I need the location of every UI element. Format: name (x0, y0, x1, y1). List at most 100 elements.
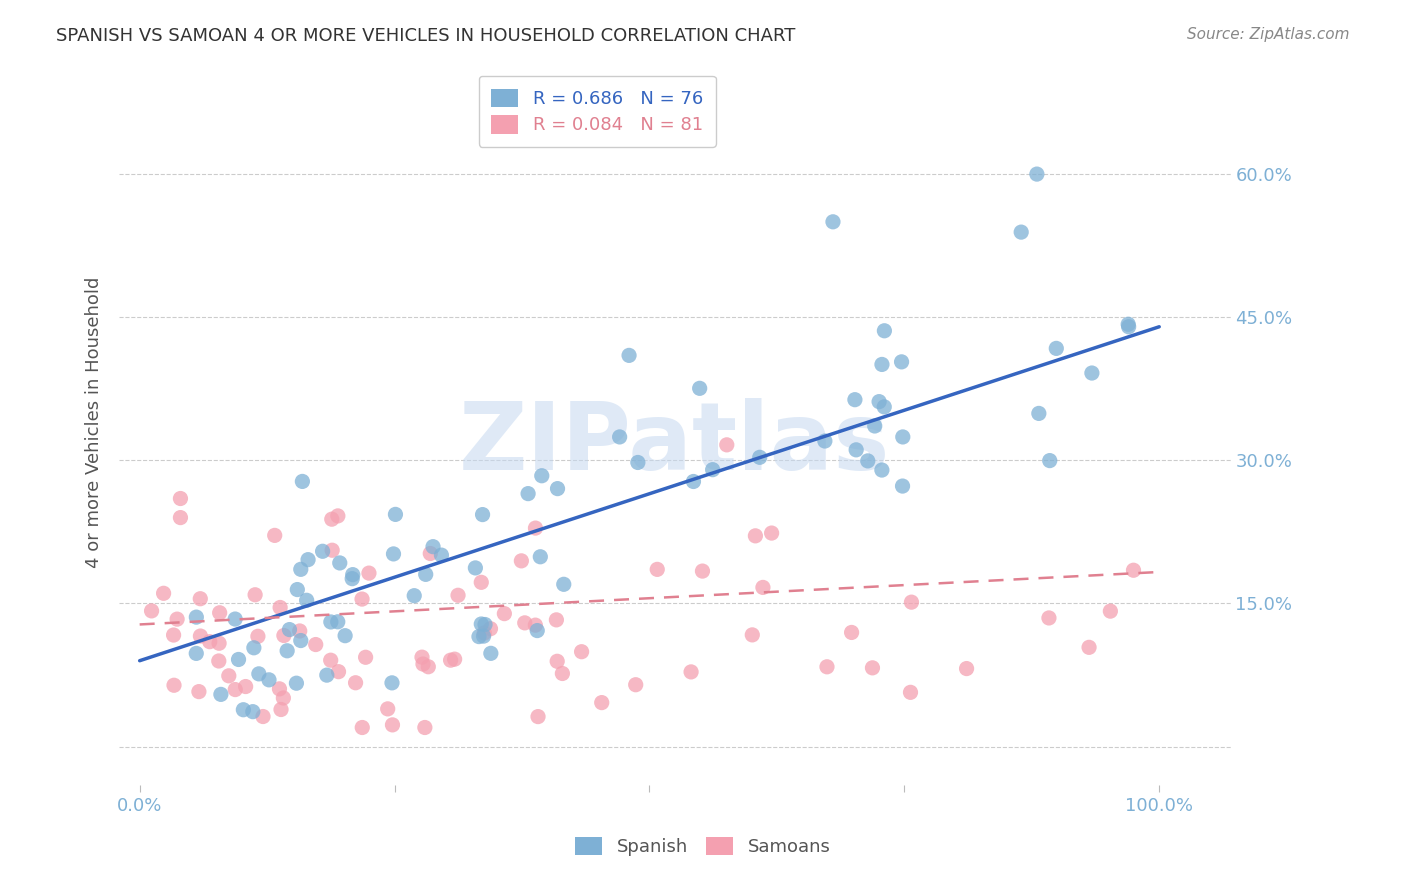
Legend: R = 0.686   N = 76, R = 0.084   N = 81: R = 0.686 N = 76, R = 0.084 N = 81 (478, 76, 716, 147)
Spanish (186, 610, 208, 624)
Samoans (354, 650, 377, 665)
Samoans (187, 684, 209, 698)
Samoans (513, 615, 536, 630)
Samoans (169, 510, 191, 524)
Spanish (311, 544, 333, 558)
Spanish (285, 582, 308, 597)
Spanish (682, 475, 704, 489)
Spanish (702, 463, 724, 477)
Samoans (273, 690, 295, 705)
Text: ZIPatlas: ZIPatlas (460, 398, 890, 490)
Spanish (291, 475, 314, 489)
Spanish (422, 540, 444, 554)
Samoans (900, 685, 922, 699)
Samoans (321, 512, 343, 526)
Spanish (479, 646, 502, 660)
Spanish (526, 624, 548, 638)
Samoans (645, 562, 668, 576)
Spanish (617, 348, 640, 362)
Spanish (285, 676, 308, 690)
Samoans (269, 681, 291, 696)
Samoans (900, 595, 922, 609)
Spanish (821, 215, 844, 229)
Samoans (269, 600, 291, 615)
Spanish (243, 640, 266, 655)
Spanish (870, 463, 893, 477)
Samoans (681, 665, 703, 679)
Samoans (208, 606, 231, 620)
Samoans (321, 543, 343, 558)
Spanish (689, 381, 711, 395)
Spanish (609, 430, 631, 444)
Spanish (290, 633, 312, 648)
Samoans (326, 508, 349, 523)
Spanish (1045, 342, 1067, 356)
Spanish (1028, 406, 1050, 420)
Samoans (246, 629, 269, 643)
Samoans (352, 721, 374, 735)
Samoans (270, 702, 292, 716)
Spanish (186, 647, 208, 661)
Spanish (748, 450, 770, 465)
Samoans (955, 662, 977, 676)
Samoans (571, 645, 593, 659)
Samoans (273, 628, 295, 642)
Spanish (814, 434, 837, 448)
Y-axis label: 4 or more Vehicles in Household: 4 or more Vehicles in Household (86, 277, 103, 568)
Text: Source: ZipAtlas.com: Source: ZipAtlas.com (1187, 27, 1350, 42)
Samoans (169, 491, 191, 506)
Samoans (716, 438, 738, 452)
Spanish (873, 324, 896, 338)
Spanish (1025, 167, 1047, 181)
Samoans (243, 588, 266, 602)
Samoans (479, 622, 502, 636)
Samoans (752, 581, 775, 595)
Text: SPANISH VS SAMOAN 4 OR MORE VEHICLES IN HOUSEHOLD CORRELATION CHART: SPANISH VS SAMOAN 4 OR MORE VEHICLES IN … (56, 27, 796, 45)
Samoans (357, 566, 380, 581)
Samoans (218, 669, 240, 683)
Spanish (224, 612, 246, 626)
Samoans (152, 586, 174, 600)
Samoans (472, 626, 495, 640)
Samoans (328, 665, 350, 679)
Samoans (252, 709, 274, 723)
Samoans (190, 629, 212, 643)
Samoans (224, 682, 246, 697)
Spanish (468, 630, 491, 644)
Spanish (430, 548, 453, 562)
Spanish (870, 358, 893, 372)
Samoans (198, 634, 221, 648)
Spanish (329, 556, 352, 570)
Samoans (524, 521, 547, 535)
Spanish (297, 552, 319, 566)
Spanish (856, 454, 879, 468)
Samoans (350, 592, 373, 607)
Spanish (474, 617, 496, 632)
Samoans (163, 678, 186, 692)
Samoans (166, 612, 188, 626)
Spanish (1118, 319, 1140, 334)
Spanish (415, 567, 437, 582)
Samoans (1038, 611, 1060, 625)
Spanish (384, 508, 406, 522)
Samoans (344, 675, 367, 690)
Spanish (333, 629, 356, 643)
Samoans (692, 564, 714, 578)
Spanish (278, 623, 301, 637)
Spanish (404, 589, 426, 603)
Spanish (891, 479, 914, 493)
Spanish (464, 561, 486, 575)
Spanish (382, 547, 405, 561)
Samoans (412, 657, 434, 671)
Samoans (208, 636, 231, 650)
Samoans (510, 554, 533, 568)
Spanish (326, 615, 349, 629)
Samoans (188, 591, 211, 606)
Samoans (591, 696, 613, 710)
Spanish (319, 615, 342, 629)
Samoans (411, 650, 433, 665)
Spanish (1081, 366, 1104, 380)
Spanish (242, 705, 264, 719)
Samoans (305, 638, 328, 652)
Spanish (891, 430, 914, 444)
